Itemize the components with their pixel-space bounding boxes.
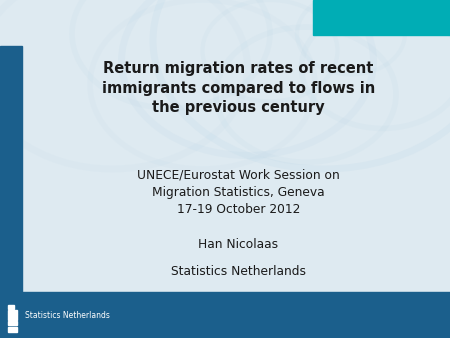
Bar [0, 46, 22, 292]
Bar [313, 0, 450, 35]
Bar [8, 305, 14, 309]
Bar [8, 314, 17, 320]
Bar [0, 292, 450, 338]
Text: Han Nicolaas: Han Nicolaas [198, 238, 279, 251]
Bar [8, 310, 17, 314]
Bar [8, 327, 17, 332]
Text: Statistics Netherlands: Statistics Netherlands [171, 265, 306, 278]
Text: UNECE/Eurostat Work Session on
Migration Statistics, Geneva
17-19 October 2012: UNECE/Eurostat Work Session on Migration… [137, 169, 340, 216]
Bar [8, 321, 17, 325]
Text: Return migration rates of recent
immigrants compared to flows in
the previous ce: Return migration rates of recent immigra… [102, 61, 375, 116]
Text: Statistics Netherlands: Statistics Netherlands [25, 311, 110, 320]
